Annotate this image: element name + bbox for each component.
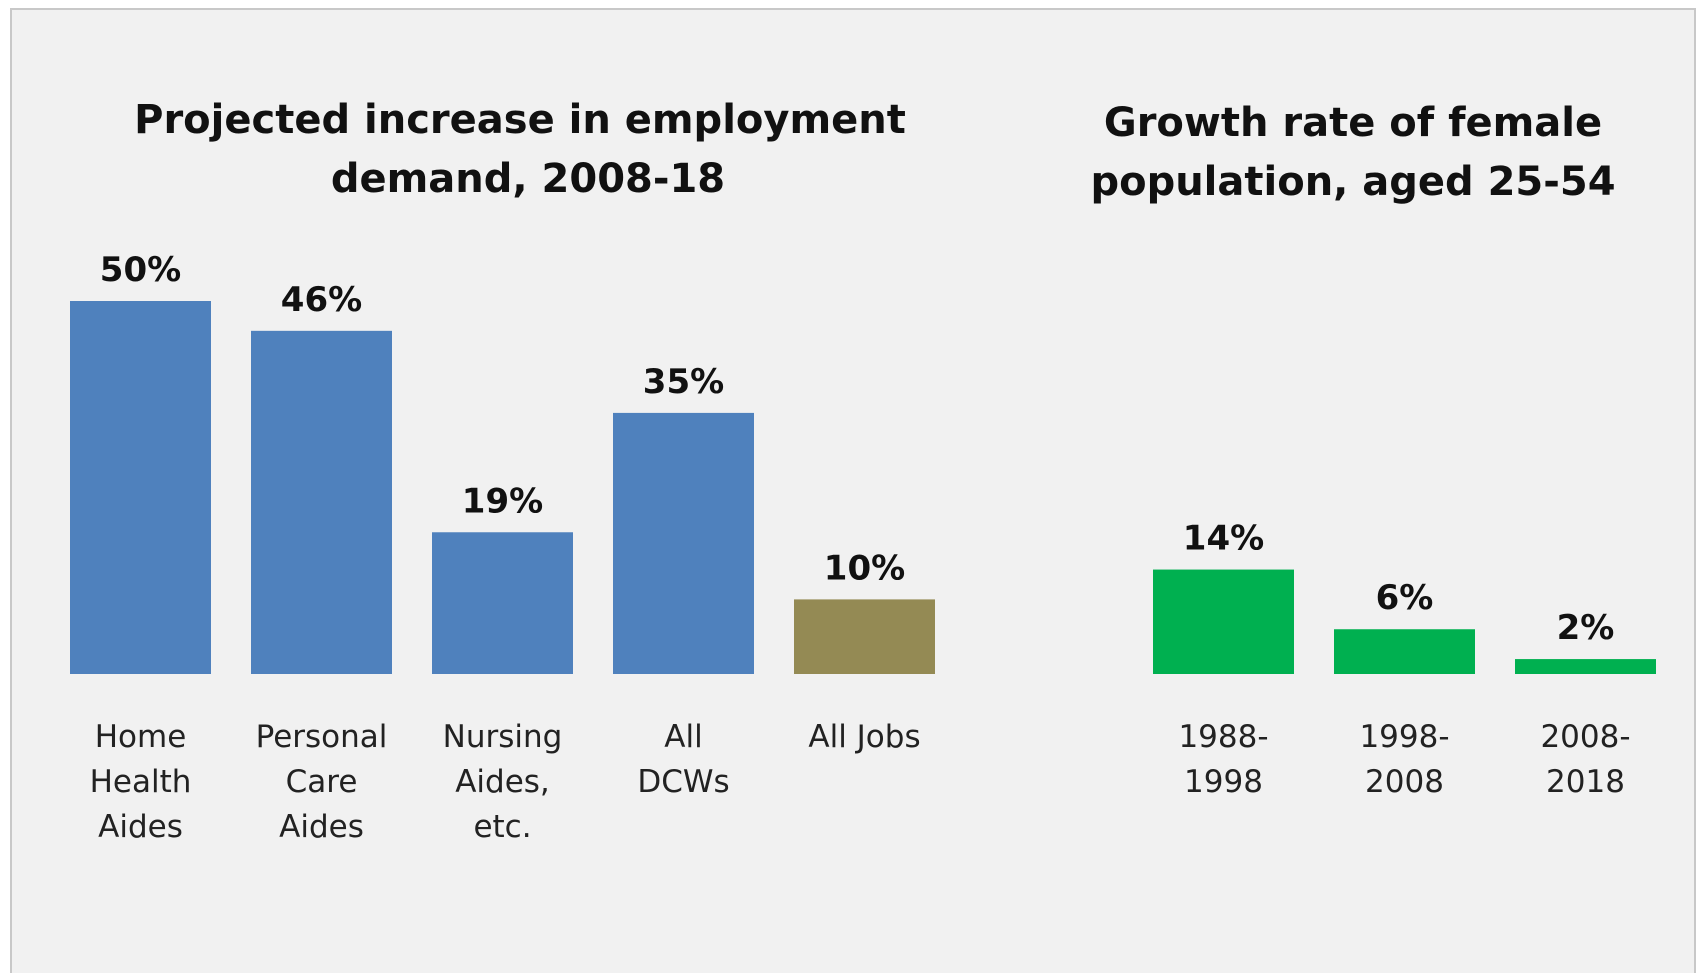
right-bars-value-label-2: 2% bbox=[1557, 608, 1615, 648]
left-bars-category-label-2-line-2: etc. bbox=[473, 809, 531, 845]
left-chart-plot: 50% Home Health Aides 46% Personal Care Aides 19… bbox=[70, 250, 935, 845]
left-chart-title-line-2: demand, 2008-18 bbox=[331, 156, 725, 202]
left-bars-category-label-0-line-0: Home bbox=[95, 719, 187, 755]
right-bars-bar-1 bbox=[1334, 629, 1475, 674]
right-bars-bar-2 bbox=[1515, 659, 1656, 674]
left-bars-bar-1 bbox=[251, 330, 392, 674]
right-bars-category-label-0-line-1: 1998 bbox=[1184, 764, 1263, 800]
left-bars-value-label-0: 50% bbox=[100, 250, 181, 290]
left-bars-category-label-1-line-0: Personal bbox=[256, 719, 388, 755]
right-chart-title-line-2: population, aged 25-54 bbox=[1090, 159, 1615, 205]
left-bars-category-label-0-line-2: Aides bbox=[98, 809, 183, 845]
left-bars-value-label-4: 10% bbox=[824, 548, 905, 588]
right-chart-plot: 14% 1988- 1998 6% 1998- 2008 2% 2008- 2018 bbox=[1153, 519, 1656, 800]
left-bars-category-label-1-line-1: Care bbox=[286, 764, 358, 800]
left-bars-bar-2 bbox=[432, 532, 573, 674]
left-bars-bar-3 bbox=[613, 412, 754, 674]
right-bars-value-label-0: 14% bbox=[1183, 519, 1264, 559]
right-bars-bar-0 bbox=[1153, 569, 1294, 674]
right-bars-value-label-1: 6% bbox=[1376, 578, 1434, 618]
left-bars-value-label-1: 46% bbox=[281, 280, 362, 320]
right-chart-title-line-1: Growth rate of female bbox=[1104, 100, 1602, 146]
right-bars-category-label-2-line-0: 2008- bbox=[1540, 719, 1630, 755]
left-bars-value-label-2: 19% bbox=[462, 481, 543, 521]
left-bars-bar-4 bbox=[794, 599, 935, 674]
right-bars-category-label-1-line-0: 1998- bbox=[1359, 719, 1449, 755]
right-bars-category-label-0-line-0: 1988- bbox=[1178, 719, 1268, 755]
left-chart-title-line-1: Projected increase in employment bbox=[134, 97, 906, 143]
left-bars-category-label-2-line-1: Aides, bbox=[455, 764, 550, 800]
left-bars-value-label-3: 35% bbox=[643, 362, 724, 402]
left-bars-category-label-4-line-0: All Jobs bbox=[808, 719, 920, 755]
left-bars-category-label-2-line-0: Nursing bbox=[443, 719, 563, 755]
left-bars-category-label-3-line-0: All bbox=[664, 719, 702, 755]
left-bars-bar-0 bbox=[70, 301, 211, 674]
right-bars-category-label-1-line-1: 2008 bbox=[1365, 764, 1444, 800]
left-bars-category-label-1-line-2: Aides bbox=[279, 809, 364, 845]
left-bars-category-label-0-line-1: Health bbox=[90, 764, 192, 800]
left-bars-category-label-3-line-1: DCWs bbox=[637, 764, 729, 800]
right-bars-category-label-2-line-1: 2018 bbox=[1546, 764, 1625, 800]
